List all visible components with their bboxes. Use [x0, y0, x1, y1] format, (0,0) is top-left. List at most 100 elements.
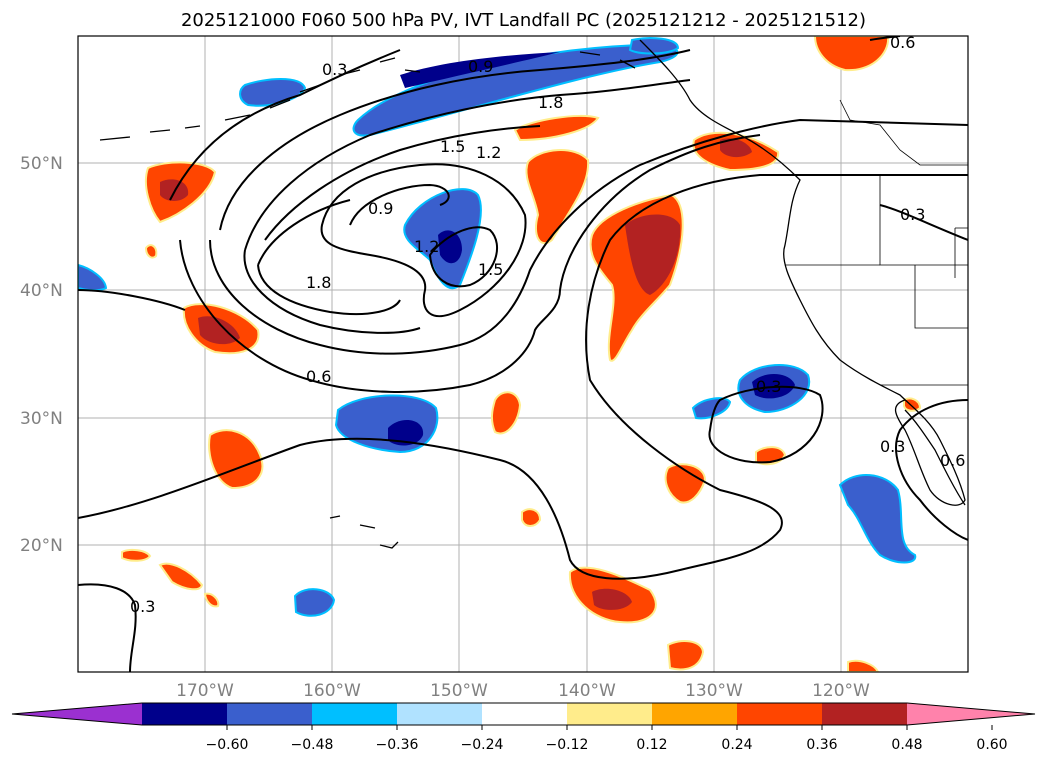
- pv-blob: [664, 463, 707, 504]
- colorbar-segment: [567, 703, 652, 725]
- pv-blob: [513, 114, 600, 142]
- lat-label: 30°N: [20, 409, 63, 429]
- colorbar-tick-label: 0.48: [891, 737, 922, 753]
- lon-label: 130°W: [685, 681, 743, 701]
- colorbar-extension-max: [907, 703, 1035, 725]
- pv-blob: [239, 78, 307, 107]
- colorbar-segment: [652, 703, 737, 725]
- contour-line: [78, 174, 968, 580]
- colorbar-segment: [737, 703, 822, 725]
- colorbar-tick-label: −0.24: [461, 737, 504, 753]
- pv-blob: [208, 429, 264, 490]
- pv-blob: [78, 263, 108, 292]
- pv-blob: [521, 508, 542, 527]
- contour-line: [895, 399, 968, 541]
- pv-blob: [847, 659, 880, 672]
- contour-line: [78, 289, 186, 311]
- map-title: 2025121000 F060 500 hPa PV, IVT Landfall…: [180, 10, 867, 31]
- contour-line: [169, 49, 401, 201]
- contour-label: 0.6: [940, 451, 965, 470]
- pv-blob: [400, 52, 560, 88]
- contour-label: 0.3: [880, 437, 905, 456]
- contour-line: [257, 264, 401, 316]
- contour-label: 0.3: [756, 377, 781, 396]
- colorbar: −0.60 −0.48 −0.36 −0.24 −0.12 0.12 0.24 0.36 0.4…: [11, 702, 1036, 753]
- contour-line: [257, 199, 351, 266]
- lon-label: 150°W: [430, 681, 488, 701]
- colorbar-tick-label: 0.60: [976, 737, 1007, 753]
- colorbar-tick-label: −0.36: [376, 737, 419, 753]
- colorbar-extension-min: [12, 703, 142, 725]
- negative-pv-shading: [78, 37, 917, 617]
- lat-label: 40°N: [20, 281, 63, 301]
- colorbar-segment: [482, 703, 567, 725]
- contour-label: 0.3: [130, 597, 155, 616]
- pv-blob: [144, 244, 158, 259]
- contour-line: [244, 79, 691, 251]
- coastlines: [99, 39, 966, 549]
- pv-blob: [388, 419, 424, 446]
- pv-blob: [628, 37, 680, 55]
- ivt-contours: [78, 36, 968, 672]
- pv-blob: [720, 138, 752, 158]
- colorbar-outline: [11, 702, 1036, 726]
- contour-line: [209, 118, 968, 355]
- map-frame: [77, 35, 969, 673]
- pv-blob: [838, 473, 917, 564]
- pv-blob: [293, 588, 336, 617]
- pv-blob: [160, 179, 189, 202]
- pv-blob: [691, 397, 732, 420]
- colorbar-segment: [227, 703, 312, 725]
- colorbar-segment: [397, 703, 482, 725]
- contour-label: 0.3: [900, 205, 925, 224]
- lat-label: 50°N: [20, 154, 63, 174]
- contour-line: [708, 385, 824, 464]
- state-border: [954, 227, 968, 278]
- contour-labels: 0.9 1.8 1.5 1.2 0.9 1.2 1.5 1.8 0.6 0.3 …: [130, 33, 965, 616]
- north-america-coast: [639, 39, 966, 506]
- pv-blob: [592, 588, 632, 610]
- pv-blob: [666, 639, 705, 671]
- colorbar-segment: [142, 703, 227, 725]
- pv-blob: [198, 316, 240, 345]
- lon-label: 140°W: [558, 681, 616, 701]
- contour-label: 1.8: [306, 273, 331, 292]
- contour-label: 0.3: [322, 60, 347, 79]
- contour-line: [219, 49, 691, 231]
- positive-pv-shading: [121, 36, 922, 672]
- lon-label: 160°W: [303, 681, 361, 701]
- contour-label: 1.2: [476, 143, 501, 162]
- contour-line: [78, 583, 137, 672]
- pv-blob: [158, 562, 204, 591]
- contour-label: 0.6: [890, 33, 915, 52]
- contour-label: 0.9: [468, 57, 493, 76]
- lon-label: 170°W: [176, 681, 234, 701]
- pv-blob: [525, 149, 590, 245]
- colorbar-tick-label: −0.48: [291, 737, 334, 753]
- colorbar-tick-label: 0.36: [806, 737, 837, 753]
- contour-line: [428, 226, 499, 288]
- borders: [785, 99, 968, 386]
- colorbar-segment: [822, 703, 907, 725]
- contour-line: [243, 249, 421, 334]
- longitude-labels: 170°W 160°W 150°W 140°W 130°W 120°W: [176, 681, 870, 701]
- lon-label: 120°W: [812, 681, 870, 701]
- contour-label: 0.6: [306, 367, 331, 386]
- pv-blob: [625, 214, 681, 295]
- contour-label: 1.5: [440, 137, 465, 156]
- colorbar-tick-label: 0.12: [636, 737, 667, 753]
- contour-line: [879, 204, 968, 241]
- contour-label: 1.2: [414, 237, 439, 256]
- pv-blob: [438, 230, 462, 264]
- contour-label: 0.9: [368, 199, 393, 218]
- contour-line: [349, 183, 450, 226]
- contour-label: 1.5: [478, 260, 503, 279]
- pv-blob: [121, 548, 152, 562]
- lat-label: 20°N: [20, 536, 63, 556]
- baja-coast: [904, 409, 966, 506]
- contour-line: [320, 163, 527, 317]
- colorbar-tick-label: 0.24: [721, 737, 752, 753]
- pv-blob: [203, 592, 220, 608]
- alaska-islands: [99, 51, 636, 141]
